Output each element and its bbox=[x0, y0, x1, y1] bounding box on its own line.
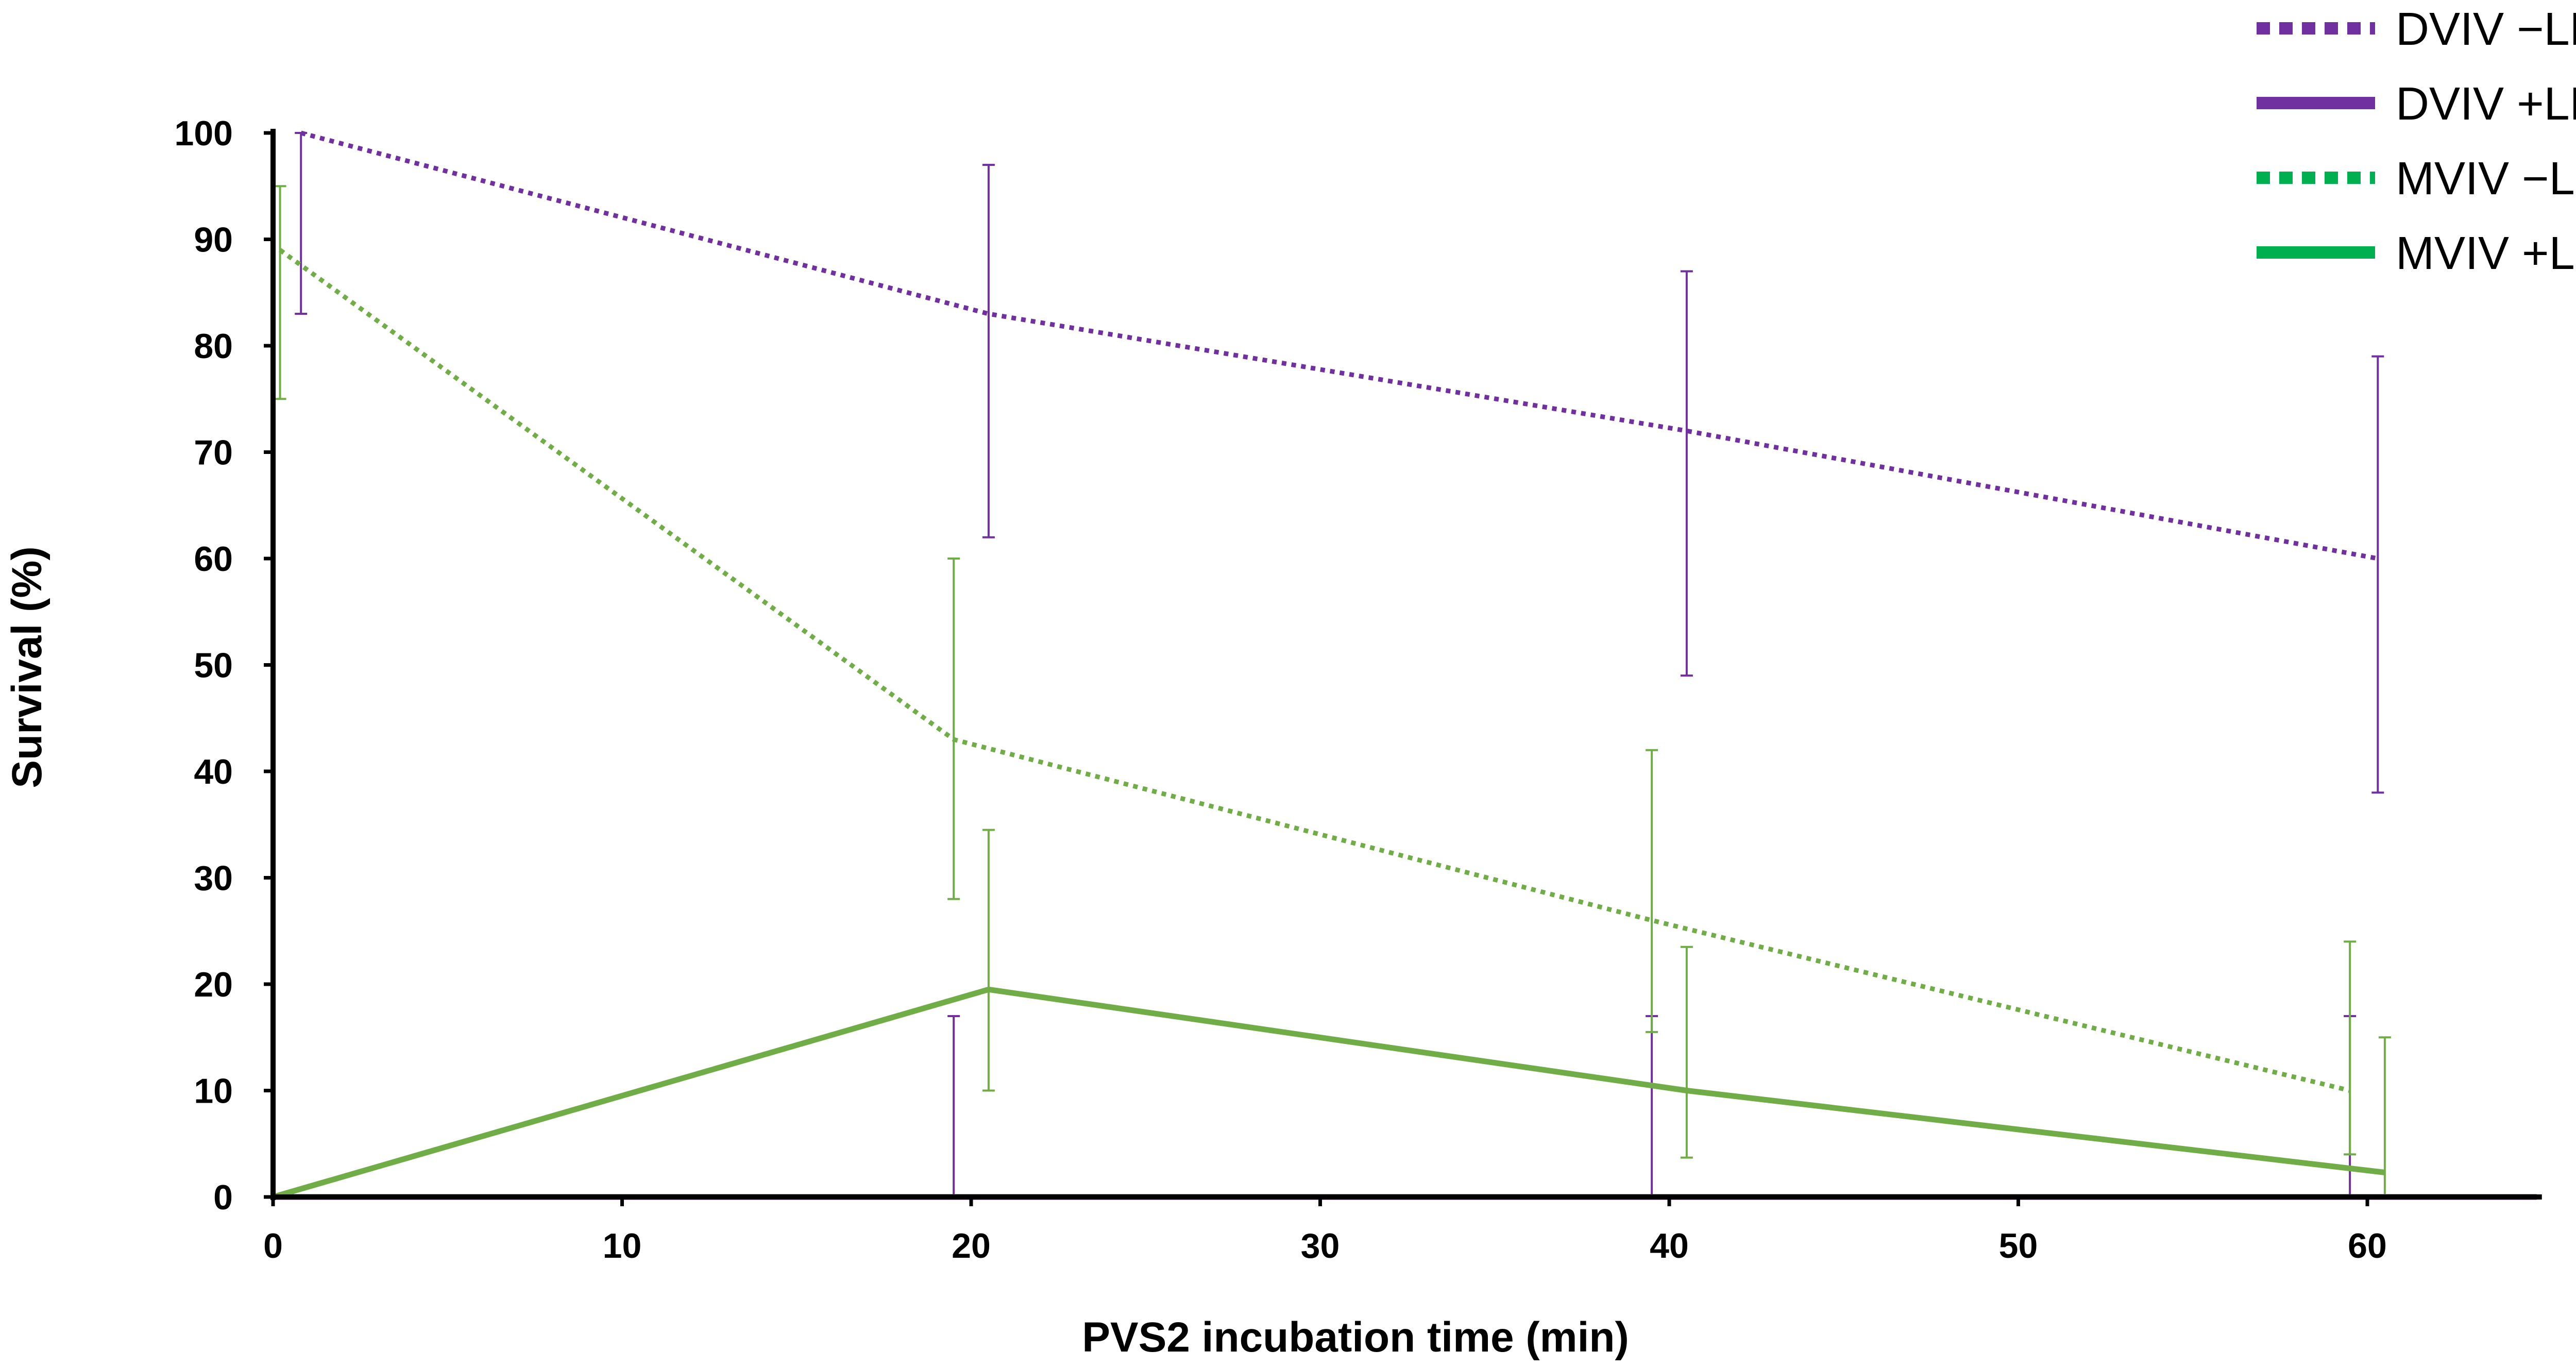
legend-entry-3: MVIV −LN bbox=[2257, 153, 2576, 205]
y-tick-label: 40 bbox=[194, 752, 233, 791]
x-tick-label: 0 bbox=[263, 1226, 283, 1265]
y-tick-label: 60 bbox=[194, 539, 233, 579]
series-1 bbox=[295, 130, 2384, 794]
y-tick-label: 30 bbox=[194, 859, 233, 898]
x-tick-label: 60 bbox=[2348, 1226, 2387, 1265]
x-axis-title: PVS2 incubation time (min) bbox=[1082, 1314, 1629, 1361]
y-tick-label: 90 bbox=[194, 221, 233, 260]
y-tick-label: 10 bbox=[194, 1072, 233, 1111]
legend-entry-4: MVIV +LN bbox=[2257, 228, 2576, 279]
x-tick-label: 20 bbox=[952, 1226, 991, 1265]
y-axis-title: Survival (%) bbox=[4, 546, 50, 788]
x-tick-label: 50 bbox=[1999, 1226, 2038, 1265]
series-layer bbox=[272, 130, 2537, 1200]
series-2 bbox=[273, 1015, 2537, 1200]
y-tick-label: 50 bbox=[194, 646, 233, 685]
y-tick-label: 100 bbox=[175, 114, 233, 153]
legend-label: MVIV −LN bbox=[2396, 153, 2576, 205]
y-tick-label: 80 bbox=[194, 327, 233, 366]
legend-label: MVIV +LN bbox=[2396, 228, 2576, 279]
series-4 bbox=[272, 829, 2391, 1200]
x-tick-label: 10 bbox=[603, 1226, 642, 1265]
series-line bbox=[272, 986, 2385, 1200]
series-line bbox=[278, 248, 2351, 1093]
x-tick-label: 30 bbox=[1301, 1226, 1340, 1265]
tick-layer: 0 10 20 30 40 50 60 70 80 90 100 0 10 20 30 40 50 60 bbox=[175, 114, 2387, 1265]
legend: DVIV −LN DVIV +LN MVIV −LN MVIV +LN bbox=[2257, 4, 2576, 279]
y-tick-label: 70 bbox=[194, 433, 233, 472]
y-tick-label: 0 bbox=[213, 1178, 233, 1217]
x-tick-label: 40 bbox=[1650, 1226, 1689, 1265]
legend-entry-2: DVIV +LN bbox=[2257, 78, 2576, 130]
series-3 bbox=[274, 185, 2357, 1156]
axes-layer bbox=[270, 129, 2542, 1200]
y-tick-label: 20 bbox=[194, 965, 233, 1004]
legend-label: DVIV −LN bbox=[2396, 4, 2576, 55]
series-line bbox=[300, 130, 2379, 561]
legend-entry-1: DVIV −LN bbox=[2257, 4, 2576, 55]
legend-label: DVIV +LN bbox=[2396, 78, 2576, 130]
